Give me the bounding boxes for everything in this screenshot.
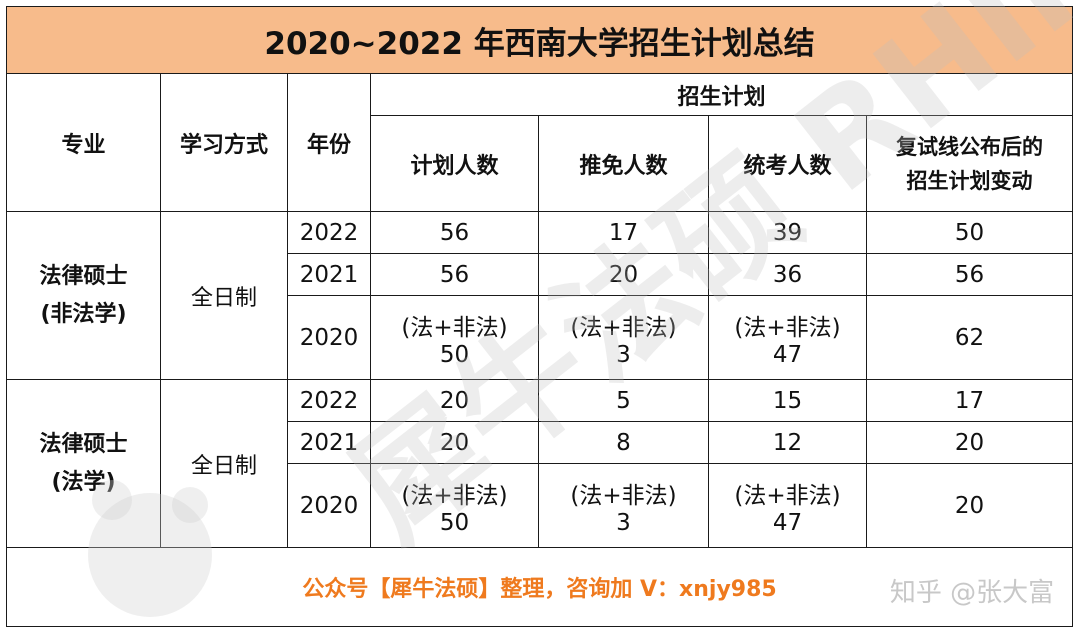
planned-value: 50 [439,341,470,368]
table-row: 法律硕士 (非法学) 全日制 2022 56 17 39 50 [6,211,1074,380]
change-cell: 20 [865,463,1074,548]
planned-cell: (法+非法) 50 [370,463,539,548]
unified-cell: 12 [708,421,867,464]
year-cell: 2020 [287,463,371,548]
major-cell: 法律硕士 (法学) [6,379,161,548]
planned-note: (法+非法) [401,482,508,509]
planned-note: (法+非法) [401,314,508,341]
planned-cell: 20 [370,421,539,464]
recommended-value: 3 [616,509,631,536]
planned-cell: 56 [370,253,539,296]
header-change: 复试线公布后的 招生计划变动 [865,115,1074,212]
table-row: 2021 20 8 12 20 [7,421,1074,464]
study-mode-cell: 全日制 [160,379,288,548]
table-row: 2020 (法+非法) 50 (法+非法) 3 (法+非法) 47 20 [7,463,1074,548]
summary-sheet: 2020~2022 年西南大学招生计划总结 专业 学习方式 年份 招生计划 计划… [5,6,1074,630]
planned-cell: 20 [370,379,539,422]
change-cell: 56 [865,253,1074,296]
change-cell: 17 [865,379,1074,422]
table-row: 法律硕士 (法学) 全日制 2022 20 5 15 17 [6,379,1074,548]
header-year: 年份 [287,73,371,212]
unified-value: 47 [772,509,803,536]
recommended-cell: 17 [538,211,709,254]
unified-cell: (法+非法) 47 [708,295,867,380]
author-credit: 知乎 @张大富 [889,578,1055,608]
header-major: 专业 [6,73,161,212]
year-cell: 2022 [287,379,371,422]
year-cell: 2022 [287,211,371,254]
recommended-note: (法+非法) [570,314,677,341]
planned-cell: (法+非法) 50 [370,295,539,380]
header-change-line1: 复试线公布后的 [896,134,1044,159]
major-line1: 法律硕士 [39,431,128,457]
unified-cell: 39 [708,211,867,254]
unified-note: (法+非法) [734,314,841,341]
header-study-mode: 学习方式 [160,73,288,212]
header-planned: 计划人数 [370,115,539,212]
recommended-cell: 8 [538,421,709,464]
header-plan-group: 招生计划 [369,73,1074,116]
recommended-cell: (法+非法) 3 [538,295,709,380]
year-cell: 2020 [287,295,371,380]
major-line2: (法学) [51,469,116,495]
recommended-value: 3 [616,341,631,368]
footer-text: 公众号【犀牛法硕】整理，咨询加 V：xnjy985 [302,577,777,602]
enrollment-table: 2020~2022 年西南大学招生计划总结 专业 学习方式 年份 招生计划 计划… [5,6,1074,627]
recommended-cell: (法+非法) 3 [538,463,709,548]
table-title: 2020~2022 年西南大学招生计划总结 [5,6,1074,74]
year-cell: 2021 [287,253,371,296]
unified-cell: (法+非法) 47 [708,463,867,548]
year-cell: 2021 [287,421,371,464]
recommended-note: (法+非法) [570,482,677,509]
header-recommended: 推免人数 [538,115,709,212]
recommended-cell: 20 [538,253,709,296]
unified-cell: 15 [708,379,867,422]
unified-note: (法+非法) [734,482,841,509]
planned-cell: 56 [370,211,539,254]
unified-value: 47 [772,341,803,368]
change-cell: 20 [865,421,1074,464]
header-unified: 统考人数 [708,115,867,212]
recommended-cell: 5 [538,379,709,422]
major-line1: 法律硕士 [39,263,128,289]
unified-cell: 36 [708,253,867,296]
study-mode-cell: 全日制 [160,211,288,380]
planned-value: 50 [439,509,470,536]
major-cell: 法律硕士 (非法学) [6,211,161,380]
change-cell: 62 [865,295,1074,380]
change-cell: 50 [865,211,1074,254]
footer-cell: 公众号【犀牛法硕】整理，咨询加 V：xnjy985 知乎 @张大富 [5,547,1074,627]
header-change-line2: 招生计划变动 [906,168,1033,193]
major-line2: (非法学) [40,301,127,327]
